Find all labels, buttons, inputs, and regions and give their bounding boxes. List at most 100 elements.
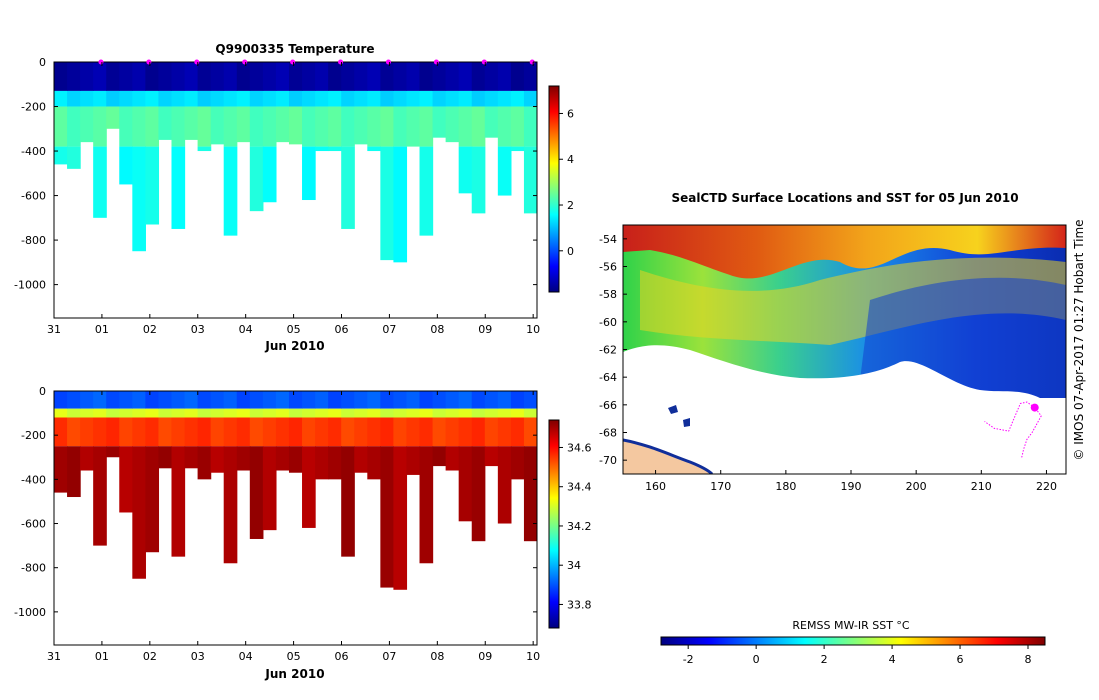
- section-cell: [93, 90, 107, 107]
- sst-colorbar-ticks: -2 0 2 4 6 8: [683, 645, 1032, 666]
- section-cell: [67, 408, 81, 418]
- x-tick-label: 02: [143, 323, 157, 336]
- section-cell: [223, 90, 238, 107]
- section-cell: [341, 106, 355, 147]
- x-tick-label: 03: [191, 323, 205, 336]
- section-cell: [432, 391, 447, 409]
- section-cell: [288, 62, 303, 91]
- section-cell: [484, 417, 499, 447]
- section-cell: [445, 408, 460, 418]
- section-cell: [119, 417, 133, 447]
- section-cell: [328, 90, 342, 107]
- section-cell: [458, 408, 473, 418]
- section-cell: [380, 417, 395, 447]
- section-cell: [119, 90, 133, 107]
- section-cell: [328, 391, 342, 409]
- y-tick-label: -600: [21, 190, 46, 203]
- section-cell: [119, 106, 133, 147]
- section-cell: [302, 408, 316, 418]
- section-cell: [184, 391, 199, 409]
- section-cell: [54, 90, 68, 107]
- section-cell: [158, 90, 173, 107]
- salinity-colorbar: [548, 419, 560, 629]
- section-cell: [275, 408, 290, 418]
- x-tick-label: 06: [335, 650, 349, 663]
- x-tick-label: 05: [287, 650, 301, 663]
- map-y-tick-label: -58: [599, 288, 617, 301]
- section-cell: [406, 62, 421, 91]
- section-cell: [445, 417, 460, 447]
- profile-marker: [385, 59, 391, 65]
- y-tick-label: -400: [21, 473, 46, 486]
- section-cell: [328, 106, 342, 147]
- section-cell: [341, 391, 355, 409]
- section-cell: [315, 408, 329, 418]
- section-cell: [210, 446, 225, 473]
- section-cell: [54, 408, 68, 418]
- section-cell: [236, 391, 251, 409]
- section-cell: [158, 417, 173, 447]
- section-cell: [158, 446, 173, 469]
- section-cell: [223, 446, 238, 564]
- section-cell: [249, 417, 264, 447]
- y-tick-label: -400: [21, 145, 46, 158]
- y-tick-label: -1000: [14, 279, 46, 292]
- section-cell: [445, 446, 460, 471]
- section-cell: [145, 391, 160, 409]
- section-cell: [106, 106, 120, 129]
- section-cell: [67, 146, 81, 169]
- section-cell: [458, 417, 473, 447]
- section-cell: [458, 146, 473, 194]
- section-cell: [406, 417, 421, 447]
- map-x-tick-label: 200: [906, 480, 927, 493]
- sst-map-panel: SealCTD Surface Locations and SST for 05…: [599, 191, 1086, 666]
- section-cell: [497, 446, 512, 524]
- section-cell: [497, 62, 512, 91]
- sst-colorbar: [660, 636, 1046, 646]
- colorbar-tick-label: 34.6: [567, 441, 592, 454]
- section-cell: [510, 391, 525, 409]
- temperature-xlabel: Jun 2010: [264, 339, 324, 353]
- section-cell: [262, 90, 277, 107]
- section-cell: [341, 90, 355, 107]
- temperature-y-axis: 0 -200 -400 -600 -800 -1000: [14, 56, 537, 292]
- section-cell: [197, 106, 212, 147]
- section-cell: [236, 106, 251, 143]
- section-cell: [106, 446, 120, 458]
- section-cell: [445, 62, 460, 91]
- section-cell: [275, 391, 290, 409]
- x-tick-label: 04: [239, 650, 253, 663]
- y-tick-label: 0: [39, 385, 46, 398]
- section-cell: [80, 417, 94, 447]
- section-cell: [510, 408, 525, 418]
- section-cell: [236, 408, 251, 418]
- x-tick-label: 02: [143, 650, 157, 663]
- sst-colorbar-tick-label: -2: [683, 653, 694, 666]
- section-cell: [54, 146, 68, 165]
- section-cell: [106, 90, 120, 107]
- section-cell: [302, 62, 316, 91]
- section-cell: [262, 62, 277, 91]
- section-cell: [262, 391, 277, 409]
- section-cell: [471, 391, 486, 409]
- section-cell: [523, 146, 537, 214]
- section-cell: [367, 62, 381, 91]
- section-cell: [171, 391, 186, 409]
- section-cell: [145, 446, 160, 553]
- temperature-section-plot: [54, 62, 537, 263]
- section-cell: [419, 106, 434, 147]
- section-cell: [275, 446, 290, 471]
- section-cell: [471, 408, 486, 418]
- seal-last-location: [1030, 403, 1039, 412]
- section-cell: [80, 106, 94, 143]
- section-cell: [236, 62, 251, 91]
- section-cell: [249, 62, 264, 91]
- x-tick-label: 05: [287, 323, 301, 336]
- profile-marker: [290, 59, 296, 65]
- section-cell: [341, 62, 355, 91]
- section-cell: [210, 391, 225, 409]
- section-cell: [171, 417, 186, 447]
- section-cell: [288, 90, 303, 107]
- section-cell: [380, 391, 395, 409]
- section-cell: [184, 106, 199, 140]
